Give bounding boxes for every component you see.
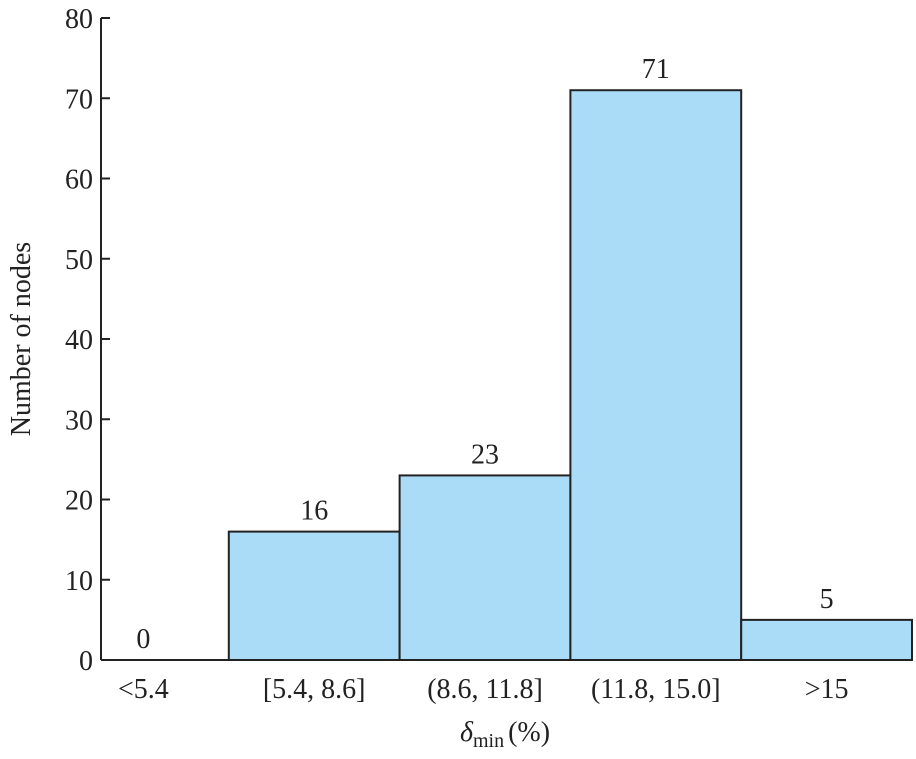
y-axis-title: Number of nodes [6,242,37,436]
x-tick-label: [5.4, 8.6] [263,674,366,705]
y-tick-label: 60 [65,165,93,196]
y-tick-label: 50 [65,245,93,276]
y-ticks-group: 0 10 20 30 40 50 60 70 80 [65,4,110,677]
x-axis-symbol: δ [460,717,474,748]
y-tick-label: 10 [65,566,93,597]
y-tick-label: 70 [65,84,93,115]
x-tick-label: >15 [805,674,849,705]
y-tick-label: 0 [79,646,93,677]
y-tick-label: 40 [65,325,93,356]
bar [740,618,914,661]
x-tick-label: (11.8, 15.0] [591,674,721,705]
x-tick-label: (8.6, 11.8] [427,674,543,705]
y-tick-label: 80 [65,4,93,35]
data-labels-group: 0 16 23 71 5 [136,54,833,655]
bar-value-label: 0 [136,624,150,655]
x-axis-subscript: min [473,730,504,752]
bar [227,530,401,661]
bar [569,89,743,662]
bar [398,474,572,661]
bar-value-label: 16 [300,496,328,527]
bar-value-label: 71 [642,54,670,85]
x-tick-labels-group: <5.4 [5.4, 8.6] (8.6, 11.8] (11.8, 15.0] >15 [118,674,848,705]
y-tick-label: 20 [65,486,93,517]
bar-value-label: 5 [820,584,834,615]
bars-group [227,89,914,662]
x-axis-title: δmin (%) [460,717,550,752]
x-axis-unit: (%) [508,717,550,748]
y-tick-label: 30 [65,405,93,436]
x-tick-label: <5.4 [118,674,169,705]
bar-value-label: 23 [471,439,499,470]
